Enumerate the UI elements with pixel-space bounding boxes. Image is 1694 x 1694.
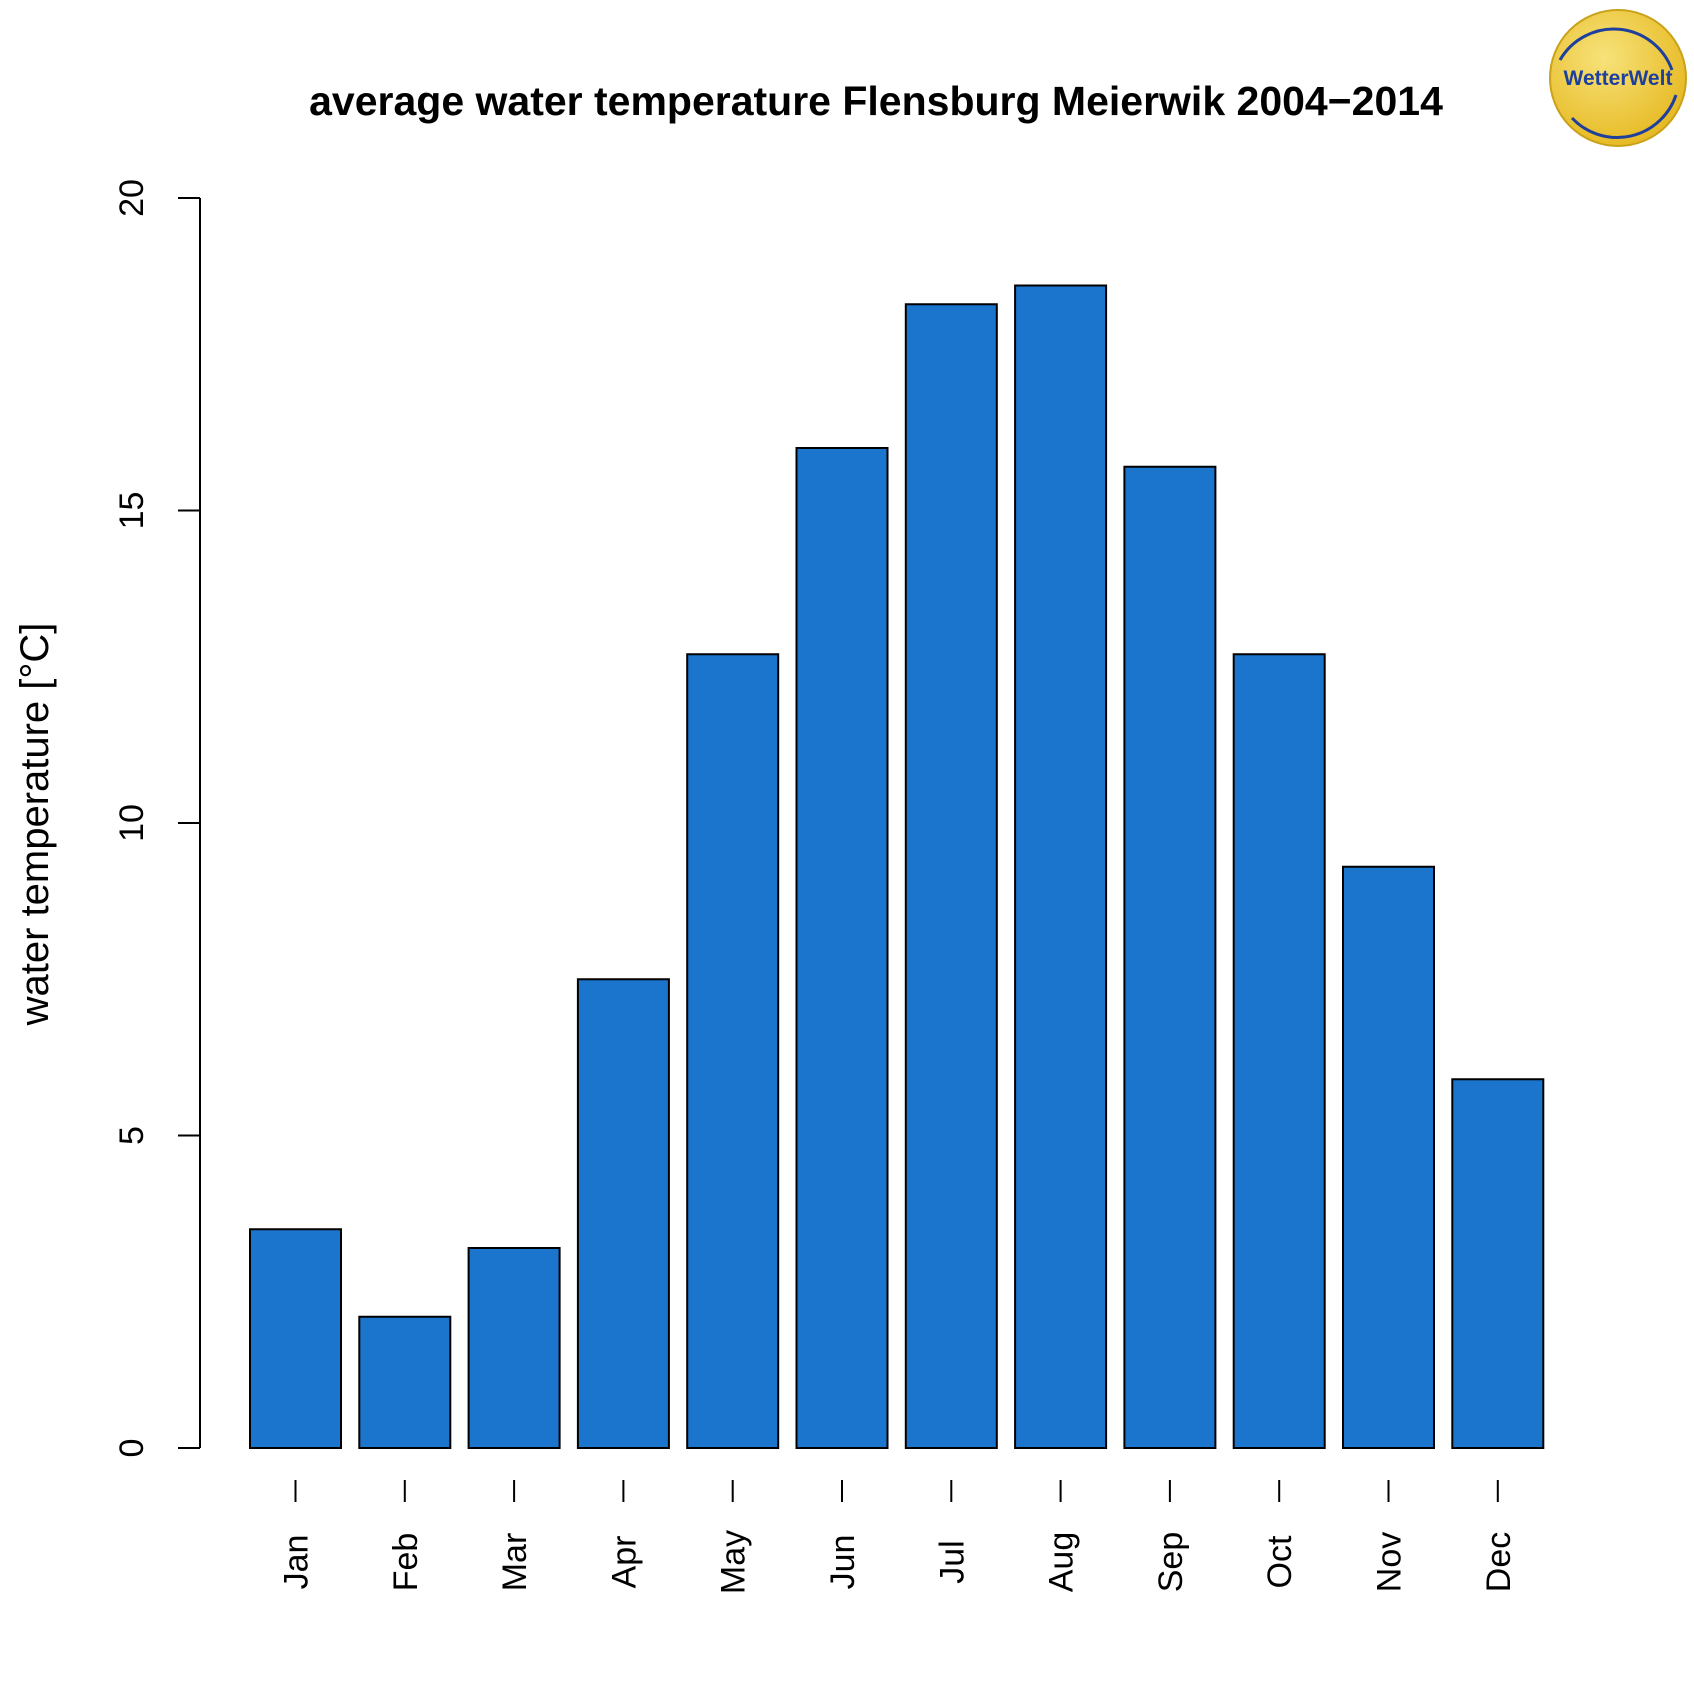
bar-apr: [576, 978, 670, 1449]
bar-mar: [467, 1247, 561, 1449]
x-tick-label: Mar: [496, 1533, 534, 1592]
bar-nov: [1342, 865, 1435, 1449]
x-axis: Jan Feb Mar Apr May Jun Jul Aug Sep Oct Nov Dec: [278, 1480, 1518, 1594]
x-tick-label: Jul: [933, 1540, 971, 1583]
y-tick-label: 10: [113, 804, 151, 842]
x-tick-label: Feb: [387, 1533, 425, 1592]
bar-may: [686, 653, 780, 1449]
y-tick-label: 15: [113, 492, 151, 530]
bar-jul: [904, 303, 998, 1449]
bar-dec: [1451, 1078, 1545, 1449]
y-axis: 0 5 10 15 20: [113, 179, 201, 1458]
logo-text: WetterWelt: [1564, 67, 1673, 90]
chart-title: average water temperature Flensburg Meie…: [309, 78, 1443, 124]
y-axis-label: water temperature [°C]: [13, 623, 57, 1027]
bar-jan: [249, 1228, 342, 1449]
x-tick-label: Jan: [278, 1535, 316, 1590]
x-tick-label: May: [715, 1530, 753, 1594]
logo-arc-lower: [1570, 94, 1678, 139]
wetterwelt-logo: WetterWelt: [1549, 9, 1687, 147]
y-tick-label: 0: [113, 1439, 151, 1458]
x-tick-label: Jun: [824, 1535, 862, 1590]
bar-aug: [1014, 284, 1108, 1449]
y-tick-label: 20: [113, 179, 151, 217]
bar-oct: [1232, 653, 1326, 1449]
x-tick-label: Aug: [1043, 1532, 1081, 1593]
bar-jun: [795, 447, 889, 1449]
x-tick-label: Apr: [605, 1536, 643, 1589]
x-tick-label: Nov: [1371, 1532, 1409, 1592]
bar-sep: [1123, 465, 1217, 1449]
y-tick-label: 5: [113, 1126, 151, 1145]
bars: [249, 284, 1545, 1449]
x-tick-label: Dec: [1480, 1532, 1518, 1592]
x-tick-label: Sep: [1152, 1532, 1190, 1593]
bar-feb: [358, 1315, 452, 1449]
x-tick-label: Oct: [1261, 1535, 1299, 1588]
logo-arc: [1558, 27, 1674, 71]
